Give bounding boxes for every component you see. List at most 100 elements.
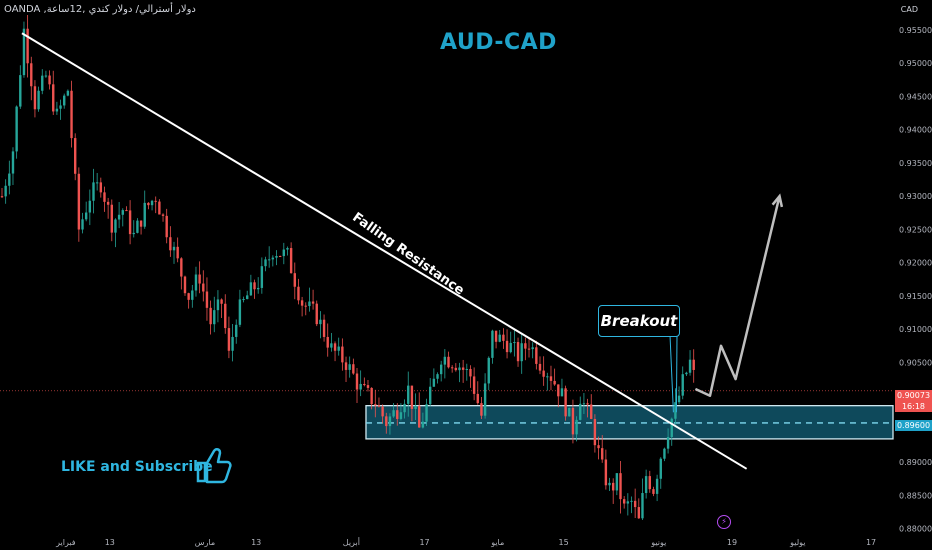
- candle-body: [491, 330, 494, 358]
- x-tick-label: 13: [251, 538, 261, 547]
- candle-body: [579, 403, 582, 420]
- candle-body: [535, 347, 538, 364]
- candle-body: [611, 482, 615, 491]
- candle-body: [399, 412, 403, 419]
- candle-body: [289, 248, 293, 274]
- candle-body: [293, 273, 296, 287]
- current-price-value: 0.90073: [896, 391, 931, 400]
- candle-body: [11, 151, 15, 174]
- candle-body: [308, 301, 311, 307]
- candle-body: [348, 364, 351, 370]
- candle-body: [447, 356, 450, 368]
- candle-body: [121, 210, 124, 215]
- candle-body: [502, 334, 505, 341]
- candle-body: [95, 182, 99, 184]
- candle-body: [224, 303, 227, 329]
- candle-body: [300, 300, 304, 306]
- candle-body: [213, 310, 216, 325]
- candle-body: [549, 376, 553, 381]
- candle-body: [568, 407, 571, 417]
- candle-body: [527, 348, 531, 350]
- breakout-pointer-line: [669, 334, 674, 413]
- breakout-callout: Breakout: [598, 305, 680, 337]
- x-tick-label: 17: [419, 538, 429, 547]
- y-tick-label: 0.92000: [899, 259, 932, 268]
- y-tick-label: 0.91000: [899, 325, 932, 334]
- candle-body: [352, 364, 355, 374]
- candle-body: [26, 28, 29, 64]
- candle-body: [114, 219, 117, 233]
- candle-body: [692, 359, 695, 370]
- y-tick-label: 0.93000: [899, 192, 932, 201]
- candle-body: [546, 376, 549, 378]
- candle-body: [641, 493, 644, 519]
- candle-body: [531, 347, 534, 350]
- candle-body: [516, 342, 520, 362]
- candle-body: [253, 282, 256, 290]
- candle-body: [582, 403, 586, 405]
- candle-body: [311, 301, 315, 304]
- candle-body: [92, 182, 95, 201]
- candle-body: [608, 482, 611, 486]
- candle-body: [476, 393, 479, 404]
- candle-body: [677, 395, 681, 403]
- y-tick-label: 0.96000: [899, 0, 932, 2]
- candle-body: [648, 476, 651, 490]
- candle-body: [216, 299, 220, 311]
- candle-body: [125, 210, 128, 212]
- candle-body: [465, 368, 468, 370]
- candle-body: [425, 404, 428, 422]
- candle-body: [66, 90, 70, 96]
- candle-body: [644, 476, 648, 494]
- candle-body: [22, 28, 26, 76]
- y-tick-label: 0.93500: [899, 159, 932, 168]
- support-zone: [365, 404, 894, 440]
- candle-body: [590, 404, 593, 419]
- y-tick-label: 0.88000: [899, 525, 932, 534]
- candle-body: [37, 90, 40, 110]
- candle-body: [388, 416, 392, 427]
- candle-body: [59, 105, 62, 109]
- y-tick-label: 0.95500: [899, 26, 932, 35]
- candle-body: [429, 386, 432, 405]
- candle-body: [169, 237, 172, 251]
- candle-body: [652, 489, 655, 494]
- candle-body: [143, 202, 146, 227]
- candle-body: [396, 410, 399, 419]
- candle-body: [52, 84, 55, 112]
- x-tick-label: 13: [105, 538, 115, 547]
- candle-body: [341, 346, 344, 363]
- candle-body: [158, 201, 161, 215]
- candle-body: [154, 200, 157, 202]
- chart-title: AUD-CAD: [440, 30, 557, 55]
- candle-body: [538, 363, 542, 371]
- candle-body: [48, 75, 51, 85]
- candle-body: [575, 419, 578, 435]
- current-price-tag: 0.90073 16:18: [895, 390, 932, 412]
- candle-body: [132, 232, 135, 235]
- candle-body: [70, 90, 73, 139]
- candle-body: [637, 507, 641, 519]
- y-tick-label: 0.90500: [899, 358, 932, 367]
- candle-body: [633, 500, 637, 508]
- candle-body: [55, 108, 59, 112]
- candle-body: [41, 75, 44, 91]
- candle-body: [63, 95, 66, 106]
- candle-body: [385, 416, 388, 427]
- candle-body: [242, 299, 245, 301]
- candle-body: [194, 274, 198, 291]
- candle-body: [688, 359, 692, 373]
- candle-body: [487, 357, 490, 384]
- x-tick-label: مارس: [195, 538, 215, 547]
- candle-body: [220, 299, 223, 304]
- candle-body: [593, 418, 597, 446]
- candle-body: [560, 388, 564, 397]
- candle-body: [454, 367, 458, 371]
- candle-body: [286, 248, 289, 250]
- candle-body: [172, 246, 176, 251]
- currency-label: CAD: [900, 5, 918, 14]
- candle-body: [432, 378, 436, 387]
- candle-body: [235, 324, 238, 337]
- zone-level-value: 0.89600: [896, 421, 931, 430]
